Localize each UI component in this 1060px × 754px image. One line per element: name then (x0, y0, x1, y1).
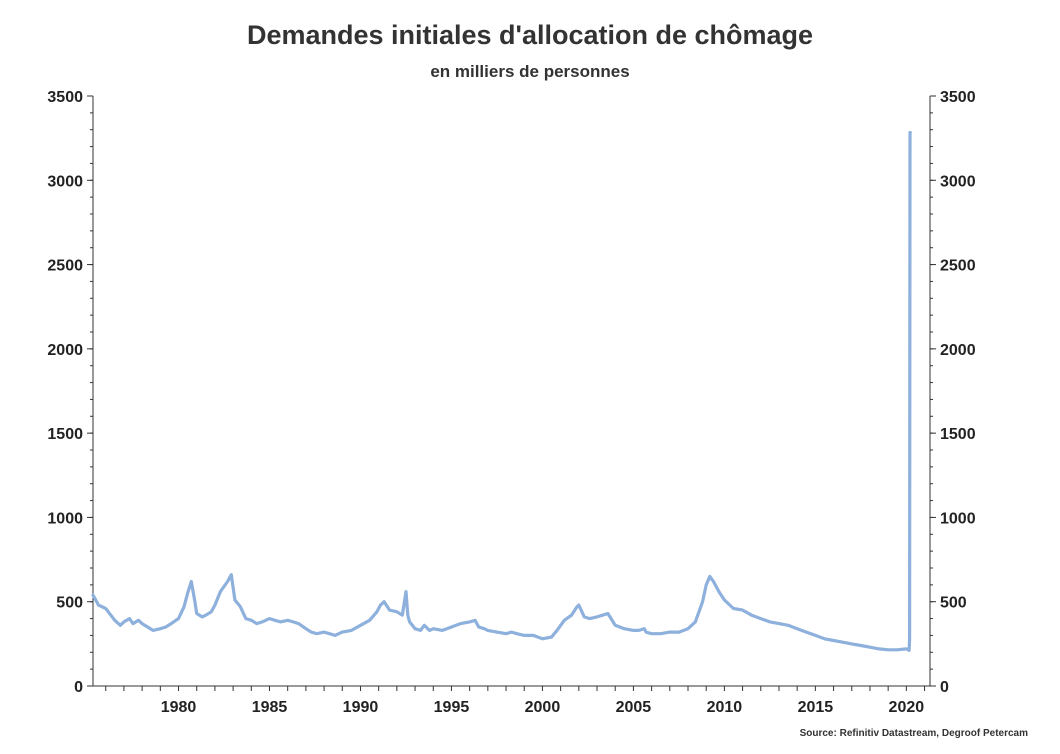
right-y-tick-label: 1000 (940, 510, 976, 527)
x-tick-label: 2020 (889, 699, 925, 716)
right-y-tick-label: 2500 (940, 258, 976, 275)
left-y-tick-label: 3500 (47, 89, 83, 106)
left-y-tick-label: 1500 (47, 426, 83, 443)
right-y-tick-label: 3500 (940, 89, 976, 106)
chart-source: Source: Refinitiv Datastream, Degroof Pe… (799, 728, 1028, 739)
right-y-tick-label: 500 (940, 595, 967, 612)
right-y-tick-label: 1500 (940, 426, 976, 443)
x-tick-label: 1980 (161, 699, 197, 716)
x-tick-label: 2015 (798, 699, 834, 716)
x-tick-label: 2010 (707, 699, 743, 716)
x-tick-label: 2000 (525, 699, 561, 716)
x-tick-label: 1990 (343, 699, 379, 716)
left-y-tick-label: 2000 (47, 342, 83, 359)
left-y-tick-label: 0 (74, 679, 83, 696)
right-y-tick-label: 0 (940, 679, 949, 696)
chart-subtitle: en milliers de personnes (430, 62, 630, 81)
x-tick-label: 2005 (616, 699, 652, 716)
left-y-tick-label: 500 (56, 595, 83, 612)
x-tick-label: 1995 (434, 699, 470, 716)
right-y-tick-label: 3000 (940, 173, 976, 190)
series-line-0 (91, 131, 912, 653)
left-y-tick-label: 1000 (47, 510, 83, 527)
x-tick-label: 1985 (252, 699, 288, 716)
chart-title: Demandes initiales d'allocation de chôma… (246, 20, 814, 50)
left-y-tick-label: 2500 (47, 258, 83, 275)
left-y-tick-label: 3000 (47, 173, 83, 190)
right-y-tick-label: 2000 (940, 342, 976, 359)
